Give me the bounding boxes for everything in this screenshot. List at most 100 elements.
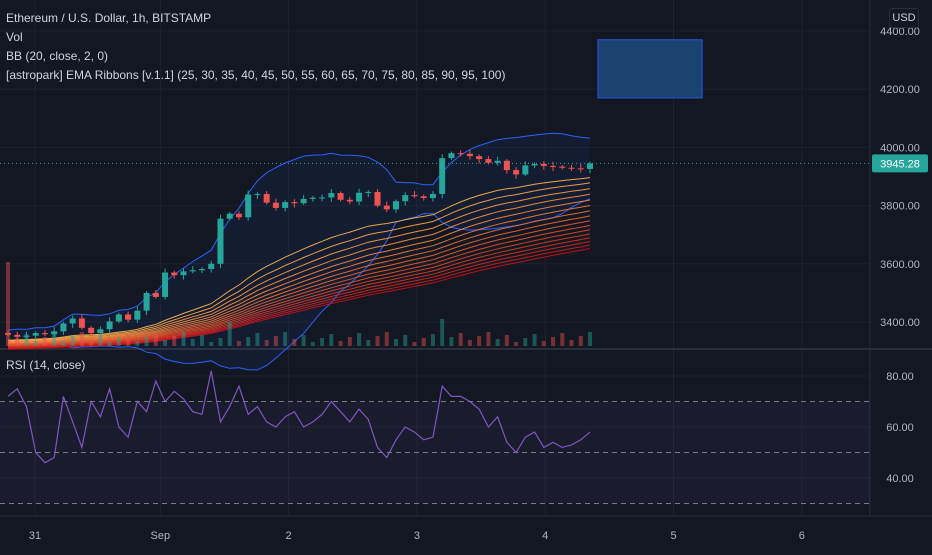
candle-body (577, 168, 584, 170)
candle (522, 161, 529, 177)
candle (568, 164, 575, 171)
time-tick-label: 6 (799, 530, 805, 542)
candles (5, 149, 593, 341)
candle (32, 331, 39, 341)
volume-bar (421, 338, 426, 346)
candle (374, 189, 381, 208)
candle (587, 161, 593, 174)
last-price-badge (872, 154, 928, 173)
volume-bar (70, 336, 75, 346)
candle-body (365, 191, 372, 193)
ema-line-75 (7, 229, 591, 347)
volume-bar (116, 338, 121, 346)
bollinger-lower (7, 198, 591, 371)
volume-bar (33, 341, 38, 346)
candle-body (439, 158, 446, 194)
volume-bar (227, 322, 232, 346)
volume-bar (403, 335, 408, 346)
annotation-rectangle (597, 39, 703, 99)
candle-body (32, 333, 39, 336)
volume-bar (320, 338, 325, 346)
volume-bar (153, 333, 158, 346)
volume-bar (255, 333, 260, 346)
volume-bar (181, 332, 186, 346)
candle-body (531, 163, 538, 166)
volume-bar (514, 342, 519, 346)
volume-bar (15, 338, 20, 346)
ema-line-50 (7, 205, 591, 344)
volume-bar (107, 342, 112, 346)
candle (23, 331, 30, 341)
candle-body (393, 201, 399, 210)
volume-bar (541, 341, 546, 346)
volume-bar (449, 337, 454, 346)
candle (60, 321, 67, 335)
candle (78, 314, 85, 330)
candle-body (485, 159, 492, 163)
candle-body (41, 333, 48, 335)
bollinger-legend[interactable]: BB (20, close, 2, 0) (6, 49, 109, 63)
ema-line-85 (7, 237, 591, 348)
bollinger-upper (7, 132, 591, 331)
ema-ribbon-legend[interactable]: [astropark] EMA Ribbons [v.1.1] (25, 30,… (6, 68, 506, 82)
volume-bar (329, 334, 334, 346)
ema-line-80 (7, 233, 591, 348)
candle (319, 194, 326, 202)
rsi-tick-label: 40.00 (886, 473, 914, 485)
candle (291, 199, 298, 208)
candle (199, 267, 205, 273)
candle (439, 154, 446, 199)
candle-body (217, 218, 224, 264)
volume-bar (98, 335, 103, 346)
candle-body (180, 271, 187, 276)
last-price-label: 3945.28 (880, 158, 920, 170)
volume-bar (172, 336, 177, 346)
price-tick-label: 4400.00 (880, 26, 920, 38)
volume-bar (495, 339, 500, 346)
candle-body (282, 202, 289, 208)
candle-body (402, 195, 409, 202)
candle (393, 199, 399, 213)
candle-body (540, 163, 547, 167)
candle (162, 268, 169, 300)
candle (282, 200, 289, 212)
price-tick-label: 4200.00 (880, 84, 920, 96)
candle-body (23, 335, 30, 337)
candle (531, 162, 538, 169)
candle (494, 156, 501, 166)
volume-bar (135, 341, 140, 346)
ema-line-60 (7, 215, 591, 345)
candle-body (162, 272, 169, 297)
candle-body (106, 321, 113, 330)
candle-body (328, 193, 335, 198)
volume-bar (338, 341, 343, 346)
volume-bar (588, 332, 592, 346)
candle-body (559, 166, 566, 168)
price-tick-label: 3800.00 (880, 201, 920, 213)
volume-bar (264, 340, 269, 346)
candle-body (69, 318, 76, 324)
candle-body (14, 334, 21, 337)
candle-body (152, 292, 159, 297)
rsi-legend[interactable]: RSI (14, close) (6, 358, 86, 372)
candle-body (457, 153, 464, 155)
candle-body (300, 198, 307, 204)
candle (383, 201, 390, 213)
vol-legend[interactable]: Vol (6, 30, 23, 44)
candle-body (346, 199, 353, 202)
volume-bar (126, 334, 131, 346)
volume-bar (79, 332, 84, 346)
ema-line-45 (7, 199, 591, 344)
candle (41, 330, 48, 336)
candle (115, 312, 122, 324)
candle-body (51, 331, 58, 335)
candle-body (199, 269, 205, 271)
candle (402, 192, 409, 206)
candle (337, 191, 344, 202)
candle-body (254, 193, 261, 195)
currency-button[interactable]: USD (889, 8, 919, 28)
candle (14, 331, 21, 340)
candle (254, 192, 261, 199)
